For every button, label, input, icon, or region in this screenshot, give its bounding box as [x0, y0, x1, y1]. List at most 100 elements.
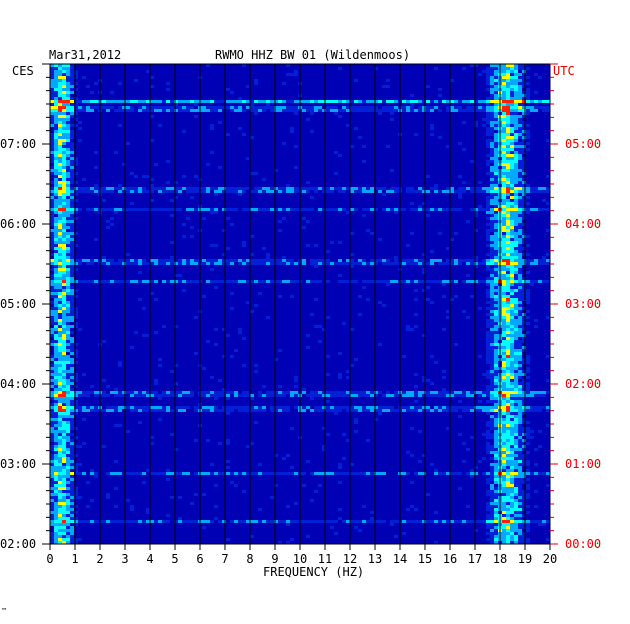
spectrogram-cell	[494, 382, 498, 385]
spectrogram-cell	[86, 409, 90, 412]
spectrogram-cell	[54, 403, 58, 406]
spectrogram-cell	[50, 457, 54, 460]
spectrogram-cell	[438, 472, 442, 475]
spectrogram-cell	[514, 208, 518, 211]
spectrogram-cell	[510, 466, 514, 469]
spectrogram-cell	[102, 199, 106, 202]
spectrogram-cell	[506, 511, 510, 514]
spectrogram-cell	[510, 319, 514, 322]
spectrogram-cell	[486, 208, 490, 211]
spectrogram-cell	[62, 409, 66, 412]
spectrogram-cell	[66, 505, 70, 508]
spectrogram-cell	[526, 91, 530, 94]
spectrogram-cell	[506, 448, 510, 451]
spectrogram-cell	[150, 100, 154, 103]
spectrogram-cell	[70, 343, 74, 346]
spectrogram-cell	[54, 97, 58, 100]
spectrogram-cell	[446, 472, 450, 475]
spectrogram-cell	[538, 187, 542, 190]
spectrogram-cell	[534, 259, 538, 262]
spectrogram-cell	[410, 394, 414, 397]
spectrogram-cell	[50, 223, 54, 226]
spectrogram-cell	[82, 100, 86, 103]
spectrogram-cell	[494, 64, 498, 67]
spectrogram-cell	[58, 301, 62, 304]
spectrogram-cell	[62, 496, 66, 499]
spectrogram-cell	[54, 286, 58, 289]
spectrogram-cell	[54, 466, 58, 469]
spectrogram-cell	[494, 205, 498, 208]
spectrogram-cell	[54, 445, 58, 448]
spectrogram-cell	[490, 475, 494, 478]
spectrogram-cell	[506, 316, 510, 319]
spectrogram-cell	[506, 100, 510, 103]
spectrogram-cell	[510, 277, 514, 280]
spectrogram-cell	[58, 367, 62, 370]
spectrogram-cell	[194, 316, 198, 319]
spectrogram-cell	[66, 157, 70, 160]
spectrogram-cell	[342, 457, 346, 460]
spectrogram-cell	[394, 409, 398, 412]
spectrogram-cell	[194, 103, 198, 106]
spectrogram-cell	[174, 100, 178, 103]
spectrogram-cell	[466, 262, 470, 265]
spectrogram-cell	[490, 433, 494, 436]
spectrogram-cell	[226, 208, 230, 211]
station-title: RWMO HHZ BW 01 (Wildenmoos)	[215, 48, 411, 62]
spectrogram-cell	[534, 280, 538, 283]
spectrogram-cell	[242, 337, 246, 340]
spectrogram-cell	[190, 106, 194, 109]
spectrogram-cell	[490, 274, 494, 277]
spectrogram-cell	[494, 448, 498, 451]
spectrogram-cell	[518, 397, 522, 400]
spectrogram-cell	[522, 208, 526, 211]
spectrogram-cell	[70, 526, 74, 529]
spectrogram-cell	[506, 388, 510, 391]
spectrogram-cell	[66, 439, 70, 442]
spectrogram-cell	[142, 190, 146, 193]
spectrogram-cell	[514, 535, 518, 538]
spectrogram-cell	[522, 448, 526, 451]
spectrogram-cell	[134, 187, 138, 190]
spectrogram-cell	[74, 88, 78, 91]
spectrogram-cell	[70, 418, 74, 421]
spectrogram-cell	[66, 265, 70, 268]
spectrogram-cell	[326, 187, 330, 190]
spectrogram-cell	[474, 259, 478, 262]
spectrogram-cell	[502, 280, 506, 283]
spectrogram-cell	[278, 520, 282, 523]
spectrogram-cell	[502, 130, 506, 133]
spectrogram-cell	[514, 541, 518, 544]
spectrogram-cell	[54, 202, 58, 205]
spectrogram-cell	[94, 391, 98, 394]
spectrogram-cell	[450, 190, 454, 193]
spectrogram-cell	[54, 502, 58, 505]
spectrogram-cell	[146, 511, 150, 514]
spectrogram-cell	[50, 541, 54, 544]
spectrogram-cell	[302, 484, 306, 487]
spectrogram-cell	[510, 460, 514, 463]
spectrogram-cell	[246, 262, 250, 265]
spectrogram-cell	[522, 505, 526, 508]
spectrogram-cell	[466, 280, 470, 283]
spectrogram-cell	[114, 100, 118, 103]
spectrogram-cell	[518, 439, 522, 442]
spectrogram-cell	[518, 91, 522, 94]
spectrogram-cell	[358, 106, 362, 109]
spectrogram-cell	[478, 280, 482, 283]
spectrogram-cell	[410, 520, 414, 523]
spectrogram-cell	[506, 409, 510, 412]
spectrogram-cell	[254, 187, 258, 190]
spectrogram-cell	[414, 289, 418, 292]
spectrogram-cell	[422, 334, 426, 337]
spectrogram-cell	[462, 259, 466, 262]
spectrogram-cell	[486, 160, 490, 163]
spectrogram-cell	[294, 145, 298, 148]
spectrogram-cell	[490, 463, 494, 466]
spectrogram-cell	[162, 325, 166, 328]
spectrogram-cell	[486, 127, 490, 130]
spectrogram-cell	[526, 478, 530, 481]
spectrogram-cell	[430, 100, 434, 103]
spectrogram-cell	[150, 76, 154, 79]
spectrogram-cell	[66, 259, 70, 262]
